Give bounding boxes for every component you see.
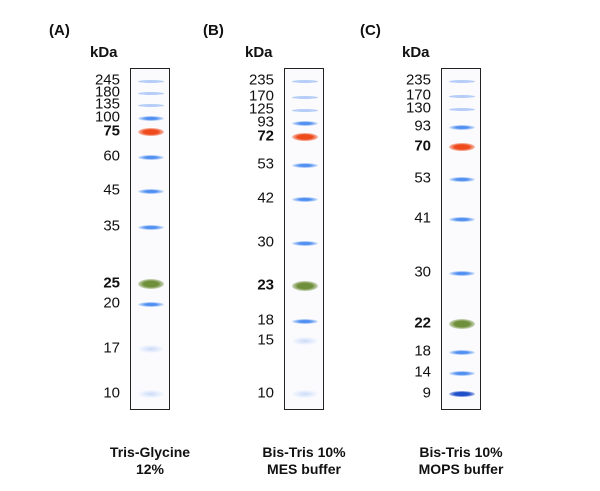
marker-band [138, 115, 164, 121]
marker-band [138, 188, 164, 194]
mw-label: 25 [103, 274, 120, 292]
marker-band [292, 95, 318, 99]
gel-lane-b [284, 68, 324, 410]
panel-tris-glycine: (A) kDa 245 180 135 100 75 60 45 35 25 20 17 10 Tri… [0, 0, 200, 491]
mw-label: 235 [405, 71, 431, 89]
mw-label: 30 [414, 263, 431, 281]
caption-line-2: 12% [135, 461, 165, 477]
marker-band [449, 216, 475, 222]
mw-label: 70 [414, 137, 431, 155]
marker-band [138, 390, 164, 398]
panel-mes: (B) kDa 235 170 125 93 72 53 42 30 23 18 15 10 Bis-… [203, 22, 384, 478]
marker-band [292, 79, 318, 83]
marker-band [292, 108, 318, 112]
marker-band [138, 103, 164, 107]
marker-band [449, 94, 475, 98]
marker-band [449, 107, 475, 111]
mw-label: 9 [422, 384, 431, 402]
mw-label: 53 [257, 155, 274, 173]
marker-band [292, 337, 318, 345]
mw-label: 10 [257, 384, 274, 402]
marker-band [138, 154, 164, 160]
marker-band [449, 319, 475, 329]
marker-band [138, 79, 164, 83]
marker-band [449, 349, 475, 355]
mw-label: 75 [103, 122, 120, 140]
mw-label: 42 [257, 189, 274, 207]
mw-label: 30 [257, 233, 274, 251]
panel-label-c: (C) [360, 22, 381, 39]
marker-band [138, 279, 164, 289]
marker-band [138, 301, 164, 307]
mw-label: 180 [94, 83, 120, 101]
mw-label: 15 [257, 331, 274, 349]
mw-label: 18 [414, 342, 431, 360]
marker-band [449, 176, 475, 182]
kda-unit-label: kDa [90, 44, 118, 61]
kda-unit-label: kDa [402, 44, 430, 61]
gel-lane-a [130, 68, 170, 410]
caption-line-1: Tris-Glycine [109, 444, 191, 460]
mw-label: 72 [257, 127, 274, 145]
caption-line-1: Bis-Tris 10% [419, 444, 503, 460]
mw-label: 235 [248, 71, 274, 89]
caption-line-1: Bis-Tris 10% [262, 444, 346, 460]
mw-label: 170 [405, 86, 431, 104]
mw-label: 130 [405, 99, 431, 117]
mw-label: 93 [414, 117, 431, 135]
marker-band [292, 162, 318, 168]
marker-band [292, 196, 318, 202]
panel-label-a: (A) [49, 22, 70, 39]
caption-line-2: MES buffer [267, 461, 341, 477]
mw-label: 245 [94, 71, 120, 89]
marker-band [138, 91, 164, 95]
marker-band [292, 390, 318, 398]
marker-band [449, 143, 475, 151]
marker-band [292, 133, 318, 141]
marker-band [138, 128, 164, 136]
marker-band [449, 124, 475, 130]
marker-band [138, 224, 164, 230]
mw-label: 22 [414, 314, 431, 332]
mw-label: 23 [257, 276, 274, 294]
mw-label: 135 [94, 95, 120, 113]
mw-label: 45 [103, 181, 120, 199]
mw-label: 53 [414, 169, 431, 187]
mw-label: 125 [248, 100, 274, 118]
mw-label: 10 [103, 384, 120, 402]
marker-band [292, 281, 318, 291]
caption-c: Bis-Tris 10% MOPS buffer [381, 444, 541, 478]
mw-label: 18 [257, 311, 274, 329]
mw-label: 35 [103, 217, 120, 235]
caption-a: Tris-Glycine 12% [70, 444, 230, 478]
mw-label: 20 [103, 294, 120, 312]
marker-band [449, 391, 475, 397]
mw-label: 170 [248, 87, 274, 105]
marker-band [292, 120, 318, 126]
mw-label: 14 [414, 363, 431, 381]
panel-label-b: (B) [203, 22, 224, 39]
mw-label: 17 [103, 339, 120, 357]
caption-b: Bis-Tris 10% MES buffer [224, 444, 384, 478]
mw-label: 41 [414, 209, 431, 227]
marker-band [449, 79, 475, 83]
marker-band [292, 240, 318, 246]
mw-label: 60 [103, 147, 120, 165]
marker-band [292, 318, 318, 324]
mw-label: 100 [94, 108, 120, 126]
marker-band [138, 345, 164, 353]
kda-unit-label: kDa [245, 44, 273, 61]
gel-lane-c [441, 68, 481, 410]
marker-band [449, 370, 475, 376]
marker-band [449, 270, 475, 276]
caption-line-2: MOPS buffer [418, 461, 504, 477]
mw-label: 93 [257, 113, 274, 131]
